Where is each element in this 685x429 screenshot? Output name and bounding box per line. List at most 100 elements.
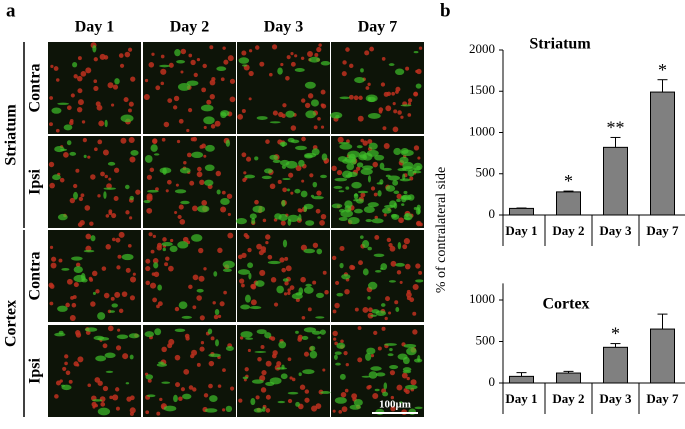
cell-nucleus	[163, 121, 170, 128]
cell-nucleus	[177, 214, 182, 220]
cell-nucleus	[105, 244, 111, 250]
cell-nucleus	[128, 136, 135, 144]
cell-nucleus	[362, 140, 368, 146]
cell-nucleus	[59, 177, 65, 183]
cell-nucleus	[94, 147, 98, 152]
cell-nucleus	[206, 99, 212, 105]
cell-nucleus	[53, 66, 59, 71]
cell-nucleus	[179, 219, 186, 225]
cell-nucleus	[320, 125, 325, 129]
scale-bar-label: 100μm	[379, 399, 411, 411]
cell-nucleus	[260, 246, 267, 252]
cell-nucleus	[402, 244, 408, 250]
glial-cell	[379, 179, 384, 185]
cell-nucleus	[201, 143, 206, 149]
glial-cell	[177, 82, 191, 91]
y-tick-label: 0	[489, 206, 496, 221]
cell-nucleus	[97, 139, 103, 145]
glial-cell	[363, 206, 375, 213]
cell-nucleus	[96, 104, 103, 111]
cell-nucleus	[161, 346, 167, 353]
glial-cell	[360, 68, 364, 73]
cell-nucleus	[362, 306, 369, 313]
glial-cell	[121, 253, 134, 261]
glial-cell	[225, 405, 233, 412]
cell-nucleus	[196, 295, 202, 301]
glial-cell	[305, 220, 315, 226]
glial-cell	[367, 202, 379, 208]
cell-nucleus	[202, 63, 207, 69]
glial-cell	[298, 214, 302, 222]
cell-nucleus	[341, 406, 348, 413]
cell-nucleus	[168, 265, 174, 272]
glial-cell	[370, 366, 382, 371]
glial-cell	[417, 355, 421, 362]
glial-cell	[333, 185, 343, 189]
cell-nucleus	[283, 292, 288, 296]
glial-cell	[366, 347, 376, 355]
glial-cell	[400, 104, 412, 107]
glial-cell	[220, 112, 227, 119]
cell-nucleus	[55, 128, 60, 133]
glial-cell	[281, 364, 285, 370]
cell-nucleus	[89, 221, 94, 226]
row-label: Ipsi	[27, 358, 44, 384]
cell-nucleus	[318, 43, 322, 47]
cell-nucleus	[248, 70, 254, 77]
cell-nucleus	[146, 174, 152, 180]
cell-nucleus	[123, 97, 129, 103]
cell-nucleus	[404, 263, 411, 270]
cell-nucleus	[418, 270, 423, 275]
cell-nucleus	[80, 193, 85, 198]
cell-nucleus	[119, 63, 125, 68]
glial-cell	[379, 162, 385, 170]
cell-nucleus	[342, 60, 347, 65]
glial-cell	[240, 331, 253, 338]
glial-cell	[374, 154, 385, 161]
cell-nucleus	[199, 346, 205, 352]
cell-nucleus	[383, 213, 387, 217]
cell-nucleus	[290, 61, 296, 67]
glial-cell	[203, 116, 215, 125]
cell-nucleus	[129, 395, 135, 401]
x-tick-label: Day 1	[505, 223, 537, 238]
glial-cell	[291, 293, 303, 300]
cell-nucleus	[392, 126, 399, 133]
cell-nucleus	[113, 167, 120, 173]
glial-cell	[174, 189, 187, 194]
cell-nucleus	[406, 289, 411, 294]
cell-nucleus	[90, 174, 96, 180]
cell-nucleus	[389, 370, 396, 376]
cell-nucleus	[390, 406, 396, 412]
glial-cell	[317, 336, 321, 339]
glial-cell	[244, 294, 251, 303]
bar	[556, 372, 581, 384]
cell-nucleus	[73, 361, 79, 367]
cell-nucleus	[222, 46, 226, 50]
cell-nucleus	[350, 265, 356, 270]
glial-cell	[83, 249, 95, 253]
cell-nucleus	[203, 154, 207, 158]
glial-cell	[331, 203, 343, 209]
glial-cell	[84, 327, 98, 332]
cell-nucleus	[200, 341, 205, 345]
glial-cell	[105, 370, 114, 373]
cell-nucleus	[229, 96, 236, 103]
cell-nucleus	[78, 196, 84, 202]
glial-cell	[247, 262, 254, 269]
cell-nucleus	[378, 109, 383, 114]
cell-nucleus	[197, 166, 202, 172]
cell-nucleus	[116, 265, 121, 270]
cell-nucleus	[84, 205, 91, 211]
cell-nucleus	[410, 379, 417, 386]
cell-nucleus	[95, 289, 100, 294]
cell-nucleus	[301, 136, 306, 142]
glial-cell	[264, 332, 272, 339]
cell-nucleus	[223, 59, 229, 65]
cell-nucleus	[145, 265, 151, 272]
cell-nucleus	[271, 353, 277, 359]
cell-nucleus	[128, 101, 134, 107]
cell-nucleus	[300, 56, 305, 60]
glial-cell	[280, 373, 288, 380]
glial-cell	[225, 346, 234, 351]
